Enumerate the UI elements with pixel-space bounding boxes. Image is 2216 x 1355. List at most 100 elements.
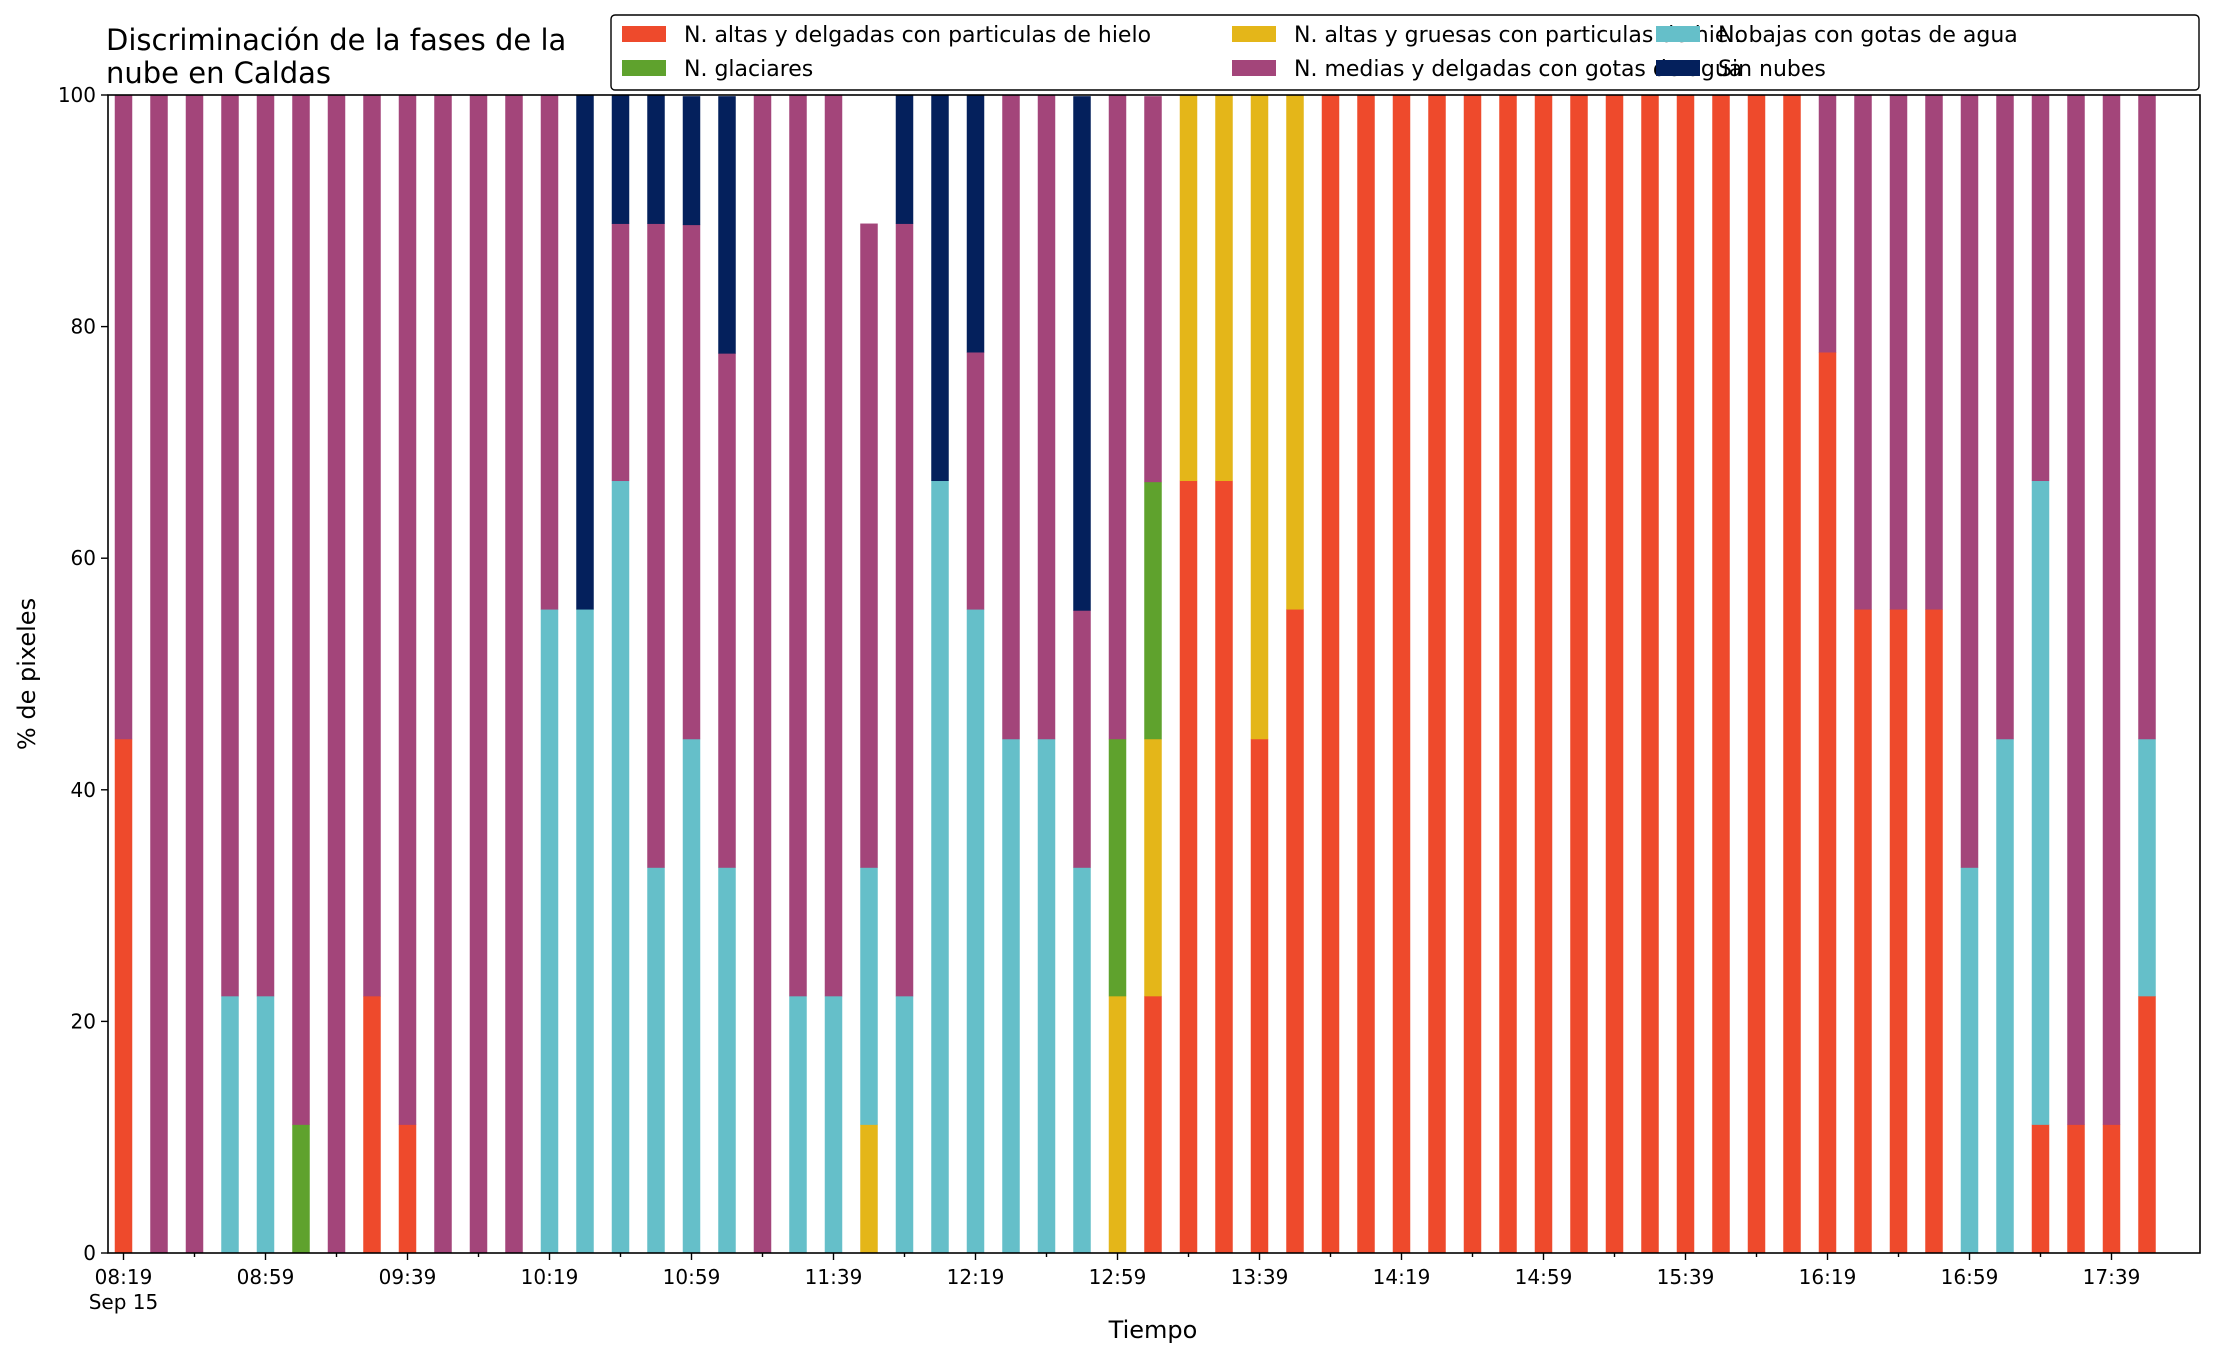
- chart-title-line-2: nube en Caldas: [106, 56, 331, 90]
- bar-segment-s1-29: [1144, 738, 1162, 997]
- bar-segment-s0-50: [1889, 609, 1908, 1254]
- bar-segment-s2-53: [1996, 738, 2014, 1254]
- bar-segment-s4-24: [966, 352, 985, 610]
- bar-segment-s2-25: [1002, 738, 1020, 1254]
- legend-swatch-5: [1656, 60, 1700, 76]
- bar-segment-s0-41: [1570, 95, 1588, 1254]
- bar-segment-s0-55: [2067, 1124, 2085, 1254]
- x-tick-label-10: 14:59: [1515, 1265, 1573, 1289]
- bar-segment-s0-34: [1321, 95, 1340, 1254]
- bar-segment-s4-5: [292, 95, 310, 1125]
- bar-segment-s4-28: [1108, 95, 1127, 740]
- bar-segment-s0-8: [398, 1124, 417, 1254]
- bar-segment-s2-57: [2138, 738, 2156, 997]
- bar-segment-s2-14: [611, 480, 630, 1254]
- x-tick-label-12: 16:19: [1799, 1265, 1857, 1289]
- bar-segment-s1-28: [1108, 995, 1127, 1254]
- legend-swatch-3: [622, 60, 666, 76]
- legend-swatch-1: [1232, 26, 1276, 42]
- bar-segment-s4-16: [682, 224, 701, 740]
- x-tick-label-6: 12:19: [947, 1265, 1005, 1289]
- bar-segment-s2-12: [540, 609, 559, 1254]
- x-tick-label-4: 10:59: [663, 1265, 721, 1289]
- bar-segment-s4-2: [185, 95, 204, 1254]
- bar-segment-s0-32: [1250, 738, 1269, 1254]
- bar-segment-s0-7: [363, 995, 381, 1254]
- bar-segment-s2-4: [256, 995, 275, 1254]
- bar-segment-s4-27: [1073, 610, 1091, 868]
- bar-segment-s2-17: [718, 867, 736, 1254]
- legend-label-2: N. bajas con gotas de agua: [1718, 23, 2018, 48]
- bar-segment-s2-23: [931, 480, 949, 1254]
- bar-segment-s4-19: [789, 95, 807, 997]
- y-tick-label-3: 60: [71, 546, 96, 570]
- bar-segment-s0-54: [2031, 1124, 2050, 1254]
- bar-segment-s2-22: [895, 995, 914, 1254]
- x-tick-label-1: 08:59: [237, 1265, 295, 1289]
- bar-segment-s1-30: [1179, 95, 1198, 482]
- bar-segment-s1-33: [1286, 95, 1304, 610]
- bar-segment-s4-26: [1037, 95, 1056, 740]
- bar-segment-s0-30: [1179, 480, 1198, 1254]
- bar-segment-s1-32: [1250, 95, 1269, 740]
- bar-segment-s4-11: [505, 95, 523, 1254]
- legend-label-5: Sin nubes: [1718, 57, 1826, 82]
- x-tick-label-5: 11:39: [805, 1265, 863, 1289]
- bar-segment-s2-27: [1073, 867, 1091, 1254]
- bar-segment-s4-8: [398, 95, 417, 1125]
- bar-segment-s4-4: [256, 95, 275, 997]
- x-axis: 08:19 08:59 09:39 10:19 10:59 11:39 12:19 12:59…: [89, 1253, 2140, 1314]
- bar-segment-s3-29: [1144, 481, 1162, 740]
- bar-segment-s4-9: [434, 95, 452, 1254]
- x-tick-label-11: 15:39: [1657, 1265, 1715, 1289]
- bar-segment-s0-56: [2102, 1124, 2121, 1254]
- y-axis-label: % de pixeles: [13, 598, 41, 750]
- bar-segment-s4-53: [1996, 95, 2014, 740]
- bar-segment-s5-24: [966, 95, 985, 353]
- bar-segment-s4-57: [2138, 95, 2156, 740]
- bar-segment-s4-29: [1144, 96, 1162, 483]
- bar-segment-s4-49: [1854, 95, 1872, 610]
- y-tick-label-1: 20: [71, 1009, 96, 1033]
- bar-segment-s2-24: [966, 609, 985, 1254]
- bar-segment-s4-18: [753, 95, 772, 1254]
- bar-segment-s0-0: [114, 738, 133, 1254]
- x-tick-label-3: 10:19: [521, 1265, 579, 1289]
- chart-title-line-1: Discriminación de la fases de la: [106, 23, 566, 57]
- bar-segment-s4-15: [647, 223, 665, 868]
- legend: N. altas y delgadas con particulas de hi…: [610, 14, 2200, 91]
- bar-segment-s0-36: [1392, 95, 1411, 1254]
- bar-segment-s0-51: [1925, 609, 1943, 1254]
- bar-segment-s4-25: [1002, 95, 1020, 740]
- y-tick-label-2: 40: [71, 778, 96, 802]
- legend-label-0: N. altas y delgadas con particulas de hi…: [684, 23, 1151, 48]
- bar-segment-s0-29: [1144, 995, 1162, 1254]
- bar-segment-s2-26: [1037, 738, 1056, 1254]
- bar-segment-s4-55: [2067, 95, 2085, 1125]
- bar-segment-s2-15: [647, 867, 665, 1254]
- bar-segment-s2-3: [221, 995, 239, 1254]
- bar-segment-s0-44: [1676, 95, 1695, 1254]
- bar-segment-s5-13: [576, 95, 594, 610]
- bar-segment-s4-52: [1960, 95, 1979, 868]
- bar-layer: [114, 95, 2156, 1254]
- bar-segment-s2-20: [824, 995, 843, 1254]
- bar-segment-s0-37: [1428, 95, 1446, 1254]
- bar-segment-s1-31: [1215, 95, 1233, 482]
- legend-label-3: N. glaciares: [684, 57, 813, 82]
- bar-segment-s4-56: [2102, 95, 2121, 1125]
- bar-segment-s2-19: [789, 995, 807, 1254]
- bar-segment-s5-17: [718, 96, 736, 354]
- bar-segment-s0-40: [1534, 95, 1553, 1254]
- bar-segment-s4-22: [895, 223, 914, 997]
- bar-segment-s4-6: [327, 95, 346, 1254]
- bar-segment-s4-0: [114, 95, 133, 740]
- bar-segment-s0-47: [1783, 95, 1801, 1254]
- x-tick-label-13: 16:59: [1941, 1265, 1999, 1289]
- bar-segment-s0-38: [1463, 95, 1482, 1254]
- x-axis-label: Tiempo: [1108, 1316, 1198, 1344]
- bar-segment-s4-7: [363, 95, 381, 997]
- bar-segment-s0-49: [1854, 609, 1872, 1254]
